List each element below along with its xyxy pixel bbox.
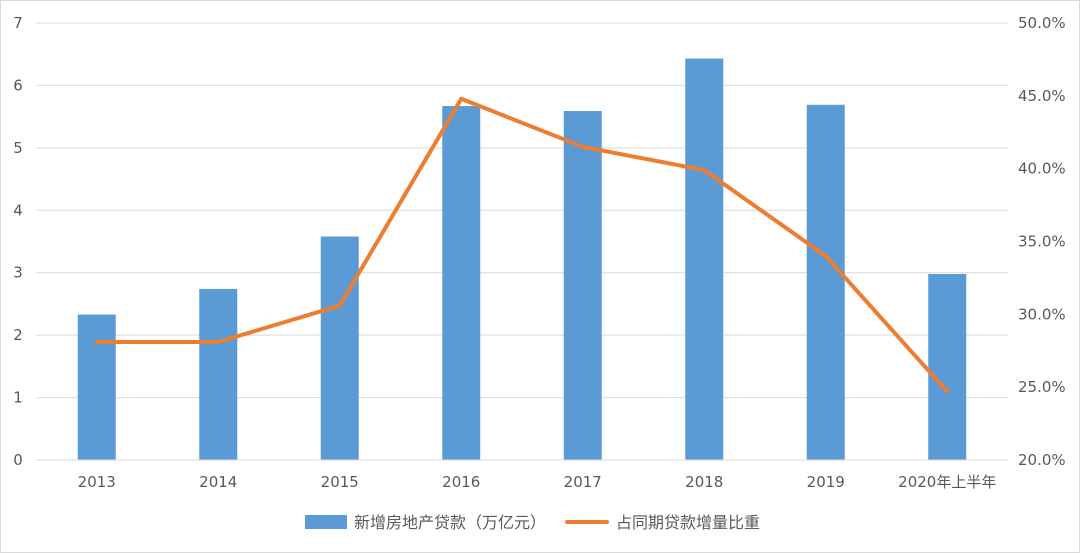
legend-bar-swatch <box>305 515 347 529</box>
legend: 新增房地产贷款（万亿元） 占同期贷款增量比重 <box>305 513 760 532</box>
left-axis-tick-label: 0 <box>13 451 23 469</box>
line-point <box>580 144 585 149</box>
line-point <box>823 254 828 259</box>
x-axis-tick-label: 2015 <box>321 473 359 491</box>
right-axis-tick-label: 30.0% <box>1018 305 1066 323</box>
gridlines <box>36 22 1008 461</box>
legend-bar-label: 新增房地产贷款（万亿元） <box>354 513 546 532</box>
x-axis-tick-label: 2019 <box>807 473 845 491</box>
line-series <box>94 96 950 394</box>
bar <box>563 111 602 460</box>
bar <box>442 106 481 460</box>
left-axis-tick-label: 7 <box>13 14 23 32</box>
x-axis-tick-label: 2016 <box>442 473 480 491</box>
legend-line-label: 占同期贷款增量比重 <box>616 513 760 532</box>
left-axis: 0 1 2 3 4 5 6 7 <box>13 14 23 469</box>
left-axis-tick-label: 2 <box>13 326 23 344</box>
line-point <box>94 340 99 345</box>
x-axis-tick-label: 2018 <box>685 473 723 491</box>
bar <box>199 288 238 460</box>
right-axis-tick-label: 50.0% <box>1018 14 1066 32</box>
left-axis-tick-label: 6 <box>13 76 23 94</box>
bar <box>928 273 967 460</box>
x-axis-tick-label: 2013 <box>78 473 116 491</box>
bar-series <box>77 58 967 460</box>
ratio-line <box>94 96 950 394</box>
x-axis: 2013 2014 2015 2016 2017 2018 2019 2020年上半年 <box>36 459 1008 491</box>
right-axis-tick-label: 45.0% <box>1018 87 1066 105</box>
left-axis-tick-label: 4 <box>13 201 23 219</box>
line-point <box>945 389 950 394</box>
line-point <box>459 96 464 101</box>
bar <box>77 314 116 460</box>
x-axis-tick-label: 2020年上半年 <box>898 473 996 491</box>
bar <box>806 104 845 460</box>
right-axis-tick-label: 25.0% <box>1018 378 1066 396</box>
line-point <box>702 168 707 173</box>
line-point <box>216 340 221 345</box>
right-axis: 20.0% 25.0% 30.0% 35.0% 40.0% 45.0% 50.0% <box>1018 14 1066 469</box>
bar <box>320 236 359 460</box>
x-axis-tick-label: 2017 <box>564 473 602 491</box>
bar <box>685 58 724 460</box>
right-axis-tick-label: 40.0% <box>1018 160 1066 178</box>
x-axis-tick-label: 2014 <box>199 473 237 491</box>
right-axis-tick-label: 20.0% <box>1018 451 1066 469</box>
right-axis-tick-label: 35.0% <box>1018 233 1066 251</box>
left-axis-tick-label: 3 <box>13 264 23 282</box>
left-axis-tick-label: 5 <box>13 139 23 157</box>
line-point <box>337 303 342 308</box>
left-axis-tick-label: 1 <box>13 389 23 407</box>
